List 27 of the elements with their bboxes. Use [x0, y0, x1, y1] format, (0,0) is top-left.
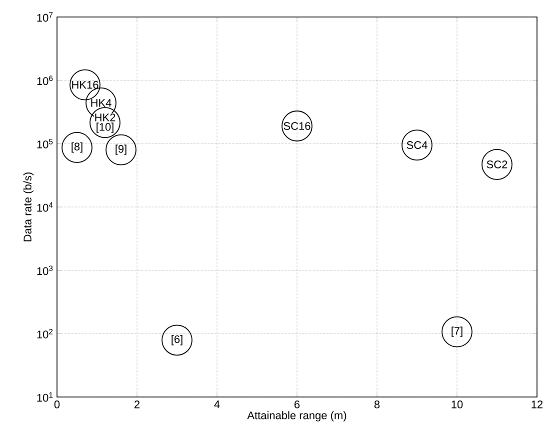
y-tick-label: 10$^{3}$	[37, 266, 53, 276]
x-tick-label: 2	[134, 400, 140, 408]
x-tick-label: 6	[294, 400, 300, 408]
x-tick-label: 10	[452, 400, 463, 408]
annotation: [10]	[96, 122, 114, 133]
x-axis-title: Attainable range (m)	[247, 411, 346, 422]
annotation: HK16	[72, 80, 98, 89]
y-tick-label: 10$^{5}$	[37, 138, 53, 148]
y-tick-label: 10$^{7}$	[37, 12, 53, 22]
x-tick-label: 8	[374, 400, 380, 408]
x-tick-label: 4	[214, 400, 220, 408]
annotation: HK2	[95, 114, 116, 122]
annotation: [8]	[72, 142, 82, 153]
y-tick-label: 10$^{1}$	[37, 392, 53, 402]
y-tick-label: 10$^{2}$	[37, 328, 53, 338]
y-axis-title: Data rate (b/s)	[23, 172, 34, 242]
annotation: [9]	[116, 144, 126, 155]
annotation: HK4	[91, 99, 112, 107]
annotation: [7]	[452, 326, 462, 337]
annotation: SC16	[284, 122, 310, 130]
annotation: SC4	[406, 141, 428, 149]
annotation: [6]	[172, 335, 182, 346]
y-tick-label: 10$^{6}$	[37, 76, 53, 86]
annotation: SC2	[486, 160, 508, 168]
x-tick-label: 0	[54, 400, 60, 408]
x-tick-label: 12	[532, 400, 543, 408]
y-tick-label: 10$^{4}$	[37, 202, 53, 212]
